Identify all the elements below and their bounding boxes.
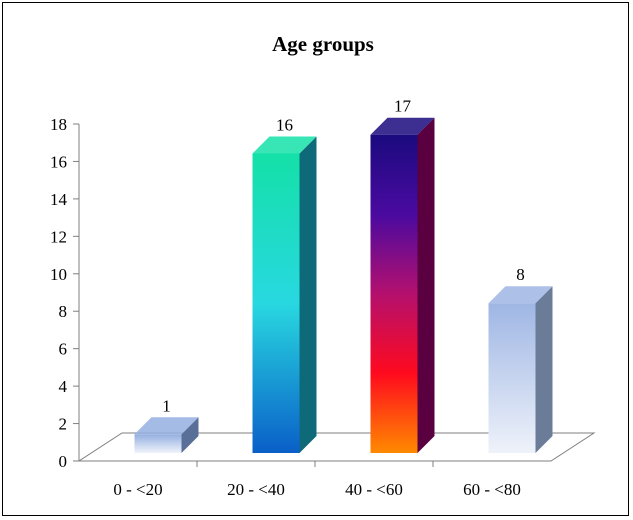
bar-2 (370, 117, 435, 453)
chart-frame: Age groups 0 2 4 6 8 10 12 14 16 18 0 - <20 20 - <… (2, 2, 629, 516)
data-label: 16 (276, 115, 293, 134)
y-tick-label: 10 (50, 265, 67, 284)
bar-top (488, 286, 553, 304)
y-tick-label: 12 (50, 227, 67, 246)
y-tick-label: 0 (59, 452, 68, 471)
chart-title: Age groups (272, 32, 374, 56)
chart-floor (77, 432, 596, 462)
x-tick-label: 0 - <20 (113, 480, 162, 499)
bar-side (417, 117, 435, 453)
bar-front (370, 134, 418, 453)
x-tick-label: 20 - <40 (227, 480, 285, 499)
bar-front (134, 434, 182, 453)
y-tick-label: 14 (50, 190, 68, 209)
y-axis-ticks: 0 2 4 6 8 10 12 14 16 18 (50, 115, 79, 471)
bar-3 (488, 286, 553, 453)
y-tick-label: 16 (50, 152, 67, 171)
bar-side (181, 417, 199, 453)
x-tick-label: 60 - <80 (463, 480, 521, 499)
y-tick-label: 18 (50, 115, 67, 134)
bar-side (299, 136, 317, 453)
y-tick-label: 8 (59, 302, 68, 321)
x-axis-ticks: 0 - <20 20 - <40 40 - <60 60 - <80 (113, 461, 521, 499)
axes (77, 124, 596, 462)
bar-side (535, 286, 553, 453)
y-tick-label: 6 (59, 340, 68, 359)
bar-0 (134, 417, 199, 453)
data-labels: 1 16 17 8 (162, 97, 525, 416)
bar-top (370, 117, 435, 135)
bar-top (134, 417, 199, 435)
bar-top (252, 136, 317, 154)
bar-front (252, 153, 300, 453)
data-label: 8 (516, 265, 525, 284)
data-label: 1 (162, 396, 171, 415)
data-label: 17 (394, 97, 412, 116)
bar-front (488, 303, 536, 453)
y-tick-label: 2 (59, 415, 68, 434)
y-tick-label: 4 (59, 377, 68, 396)
bar-1 (252, 136, 317, 453)
bars (134, 117, 553, 453)
x-tick-label: 40 - <60 (345, 480, 403, 499)
